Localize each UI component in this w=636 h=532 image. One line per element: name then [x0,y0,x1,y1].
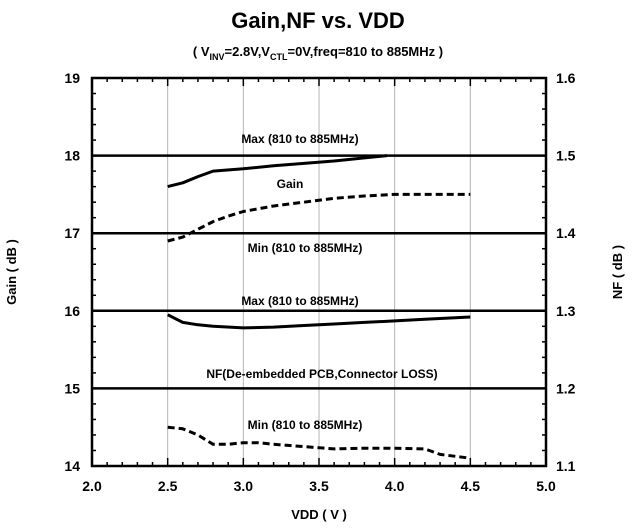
y-right-tick-label: 1.3 [556,303,576,319]
chart-title: Gain,NF vs. VDD [231,8,405,33]
y-axis-label-right: NF ( dB ) [610,245,625,299]
annotation-gain-min: Min (810 to 885MHz) [248,241,363,255]
y-left-tick-labels: 14 15 16 17 18 19 [64,70,80,474]
reference-lines [92,154,546,390]
annotation-nf: NF(De-embedded PCB,Connector LOSS) [206,367,437,381]
y-left-tick-label: 15 [64,380,80,396]
y-left-tick-label: 18 [64,148,80,164]
x-tick-label: 4.5 [461,478,481,494]
y-right-tick-label: 1.1 [556,458,576,474]
annotation-gain-max: Max (810 to 885MHz) [241,132,358,146]
y-left-tick-label: 16 [64,303,80,319]
series-line [167,154,388,189]
x-tick-label: 2.5 [158,478,178,494]
y-right-tick-label: 1.6 [556,70,576,86]
y-right-tick-labels: 1.1 1.2 1.3 1.4 1.5 1.6 [556,70,576,474]
x-tick-labels: 2.0 2.5 3.0 3.5 4.0 4.5 5.0 [82,478,556,494]
y-right-tick-label: 1.2 [556,380,576,396]
tick-marks [91,77,547,467]
series-line [167,192,471,243]
y-left-tick-label: 17 [64,225,80,241]
x-tick-label: 5.0 [536,478,556,494]
gridlines [167,78,471,466]
y-axis-label-left: Gain ( dB ) [4,239,19,305]
x-tick-label: 3.0 [234,478,254,494]
x-tick-label: 2.0 [82,478,102,494]
series-line [167,313,471,330]
annotation-gain: Gain [277,177,304,191]
y-right-tick-label: 1.5 [556,148,576,164]
series-lines [167,154,471,460]
chart-subtitle: ( VINV=2.8V,VCTL=0V,freq=810 to 885MHz ) [193,44,443,62]
y-left-tick-label: 14 [64,458,80,474]
series-line [167,425,471,460]
annotation-nf-min: Min (810 to 885MHz) [248,418,363,432]
x-tick-label: 3.5 [309,478,329,494]
y-right-tick-label: 1.4 [556,225,576,241]
y-left-tick-label: 19 [64,70,80,86]
x-axis-label: VDD ( V ) [291,507,347,522]
annotation-nf-max: Max (810 to 885MHz) [241,294,358,308]
x-tick-label: 4.0 [385,478,405,494]
